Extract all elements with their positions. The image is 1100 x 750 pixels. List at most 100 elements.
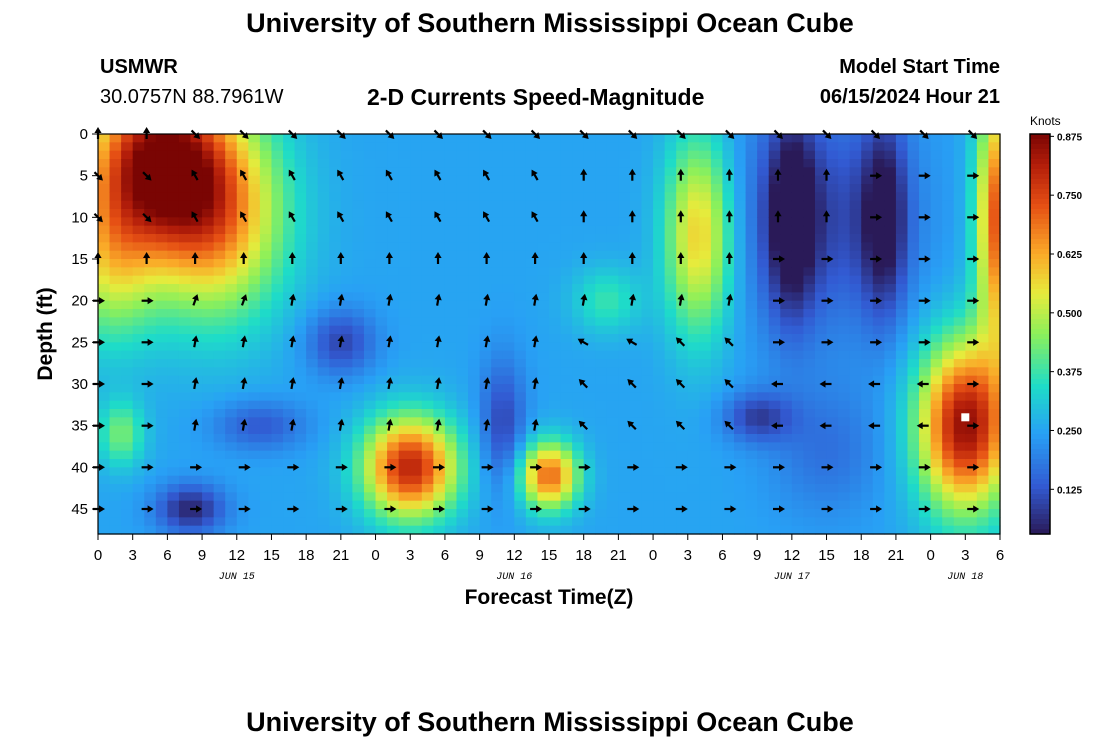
heatmap-cell — [745, 525, 758, 535]
heatmap-cell — [468, 459, 481, 468]
heatmap-cell — [583, 225, 596, 235]
heatmap-cell — [294, 492, 307, 502]
current-arrow — [240, 418, 248, 431]
colorbar-segment — [1030, 229, 1050, 235]
heatmap-cell — [595, 300, 608, 310]
heatmap-cell — [329, 267, 342, 277]
heatmap-cell — [676, 425, 689, 435]
heatmap-cell — [826, 217, 839, 227]
heatmap-cell — [537, 467, 550, 477]
heatmap-cell — [525, 159, 539, 168]
heatmap-cell — [919, 475, 932, 485]
heatmap-cell — [919, 450, 932, 460]
heatmap-cell — [676, 325, 689, 335]
heatmap-cell — [514, 234, 527, 243]
heatmap-cell — [664, 267, 677, 277]
heatmap-cell — [456, 159, 469, 168]
heatmap-cell — [734, 350, 747, 360]
heatmap-cell — [456, 142, 469, 152]
heatmap-cell — [734, 342, 747, 352]
heatmap-cell — [375, 242, 388, 252]
heatmap-cell — [375, 317, 388, 327]
heatmap-cell — [109, 525, 122, 535]
heatmap-cell — [814, 450, 828, 460]
heatmap-cell — [167, 384, 180, 393]
heatmap-cell — [884, 184, 897, 193]
heatmap-cell — [514, 417, 527, 427]
heatmap-cell — [167, 267, 180, 277]
heatmap-cell — [734, 167, 747, 177]
heatmap-cell — [722, 284, 735, 293]
heatmap-cell — [919, 409, 932, 418]
heatmap-cell — [178, 159, 192, 168]
current-arrow-head — [724, 379, 732, 386]
heatmap-cell — [271, 350, 284, 360]
heatmap-cell — [757, 234, 770, 243]
heatmap-cell — [502, 242, 515, 252]
heatmap-cell — [919, 384, 932, 393]
heatmap-cell — [814, 259, 828, 268]
heatmap-cell — [583, 209, 596, 218]
heatmap-cell — [317, 517, 330, 527]
heatmap-cell — [352, 159, 365, 168]
heatmap-cell — [595, 442, 608, 452]
heatmap-cell — [664, 467, 677, 477]
heatmap-cell — [560, 525, 573, 535]
heatmap-cell — [525, 392, 539, 402]
heatmap-cell — [595, 384, 608, 393]
heatmap-cell — [525, 484, 539, 493]
heatmap-cell — [942, 492, 955, 502]
heatmap-cell — [121, 509, 134, 518]
heatmap-cell — [502, 292, 515, 302]
heatmap-cell — [155, 159, 168, 168]
heatmap-cell — [872, 500, 885, 510]
heatmap-cell — [826, 142, 839, 152]
heatmap-cell — [167, 225, 180, 235]
heatmap-cell — [213, 200, 226, 210]
heatmap-cell — [791, 500, 805, 510]
heatmap-cell — [560, 134, 573, 143]
heatmap-cell — [780, 209, 793, 218]
heatmap-cell — [965, 309, 978, 318]
heatmap-cell — [676, 500, 689, 510]
heatmap-cell — [144, 142, 157, 152]
heatmap-cell — [132, 209, 145, 218]
heatmap-cell — [803, 259, 816, 268]
heatmap-cell — [167, 442, 180, 452]
heatmap-cell — [398, 434, 411, 443]
heatmap-cell — [953, 292, 966, 302]
heatmap-cell — [444, 142, 458, 152]
heatmap-cell — [410, 375, 423, 385]
heatmap-cell — [352, 450, 365, 460]
heatmap-cell — [780, 217, 793, 227]
heatmap-cell — [757, 509, 770, 518]
heatmap-cell — [872, 517, 885, 527]
heatmap-cell — [340, 150, 354, 160]
heatmap-cell — [514, 309, 527, 318]
heatmap-cell — [329, 375, 342, 385]
current-arrow-head — [876, 255, 883, 263]
heatmap-cell — [502, 192, 515, 202]
heatmap-cell — [410, 367, 423, 377]
heatmap-cell — [306, 200, 319, 210]
heatmap-cell — [121, 525, 134, 535]
heatmap-cell — [375, 184, 388, 193]
heatmap-cell — [814, 342, 828, 352]
heatmap-cell — [525, 359, 539, 368]
colorbar-segment — [1030, 249, 1050, 255]
heatmap-cell — [132, 200, 145, 210]
heatmap-cell — [98, 292, 111, 302]
heatmap-cell — [919, 417, 932, 427]
heatmap-cell — [814, 525, 828, 535]
heatmap-cell — [942, 475, 955, 485]
heatmap-cell — [155, 242, 168, 252]
heatmap-cell — [942, 284, 955, 293]
heatmap-cell — [572, 267, 585, 277]
heatmap-cell — [942, 217, 955, 227]
heatmap-cell — [398, 242, 411, 252]
heatmap-cell — [664, 250, 677, 260]
heatmap-cell — [930, 242, 943, 252]
heatmap-cell — [884, 167, 897, 177]
heatmap-cell — [132, 509, 145, 518]
heatmap-cell — [676, 334, 689, 343]
